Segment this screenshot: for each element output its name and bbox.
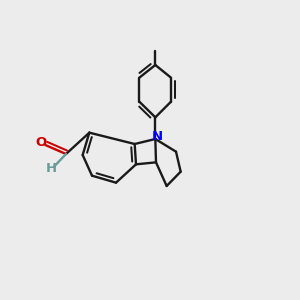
Text: N: N xyxy=(152,130,163,143)
Text: O: O xyxy=(35,136,46,149)
Text: H: H xyxy=(46,162,57,175)
